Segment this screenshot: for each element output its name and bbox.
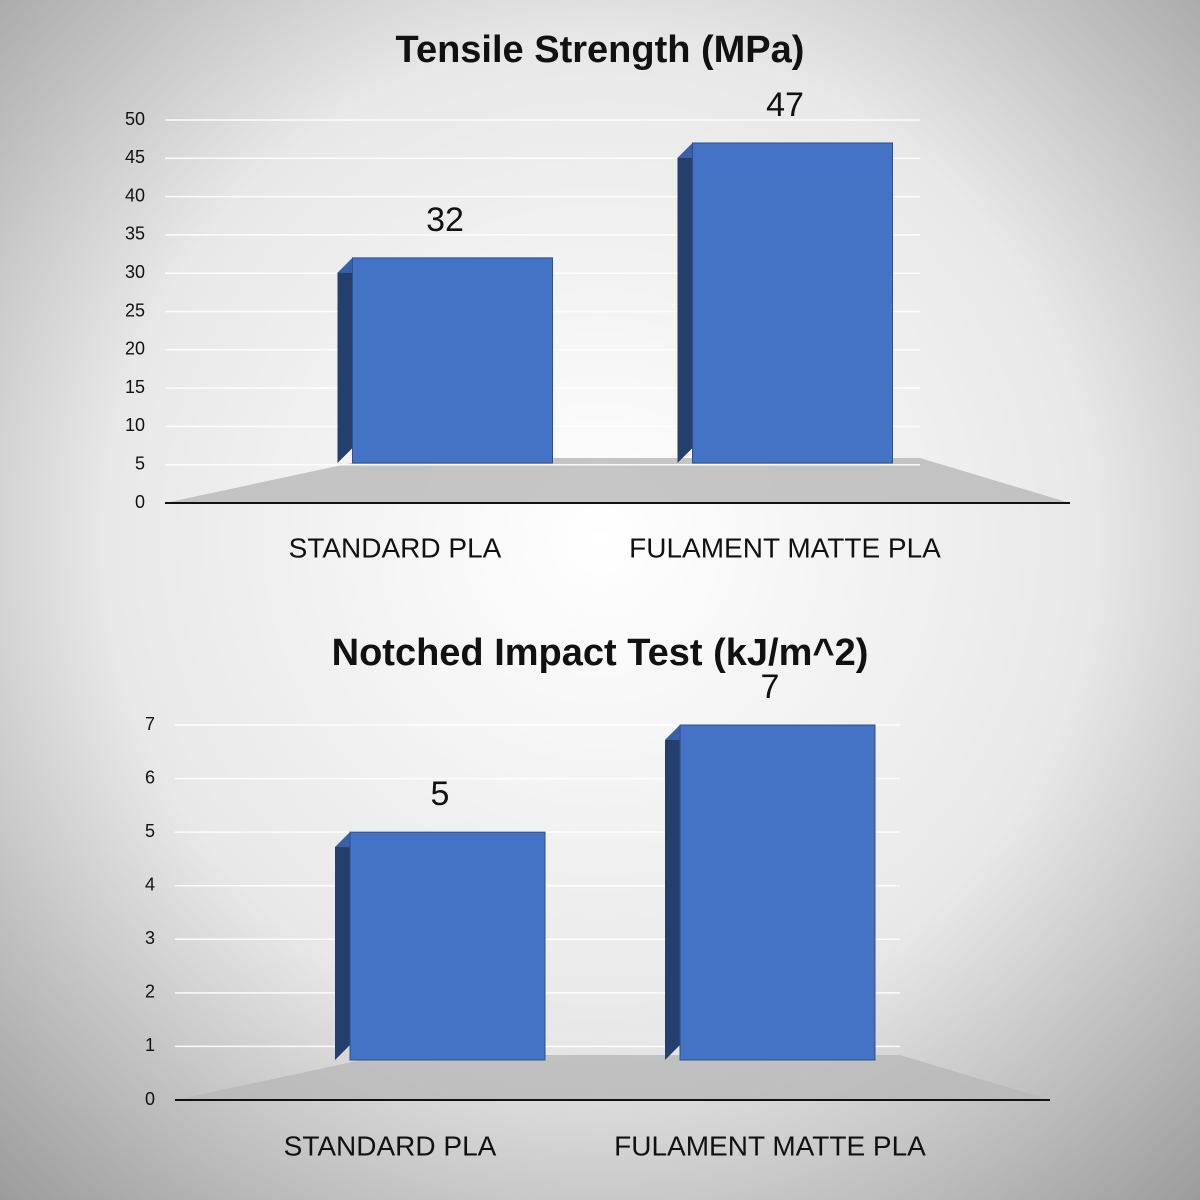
y-tick-label: 35 [125,224,145,244]
x-tick-label: FULAMENT MATTE PLA [614,1130,926,1161]
y-tick-label: 4 [145,874,155,894]
y-tick-label: 3 [145,928,155,948]
y-tick-label: 0 [135,492,145,512]
y-tick-label: 20 [125,339,145,359]
y-tick-label: 25 [125,300,145,320]
y-tick-label: 6 [145,767,155,787]
bar-side [337,257,353,463]
y-tick-label: 5 [135,453,145,473]
y-tick-label: 30 [125,262,145,282]
bar [349,831,546,1061]
x-tick-label: STANDARD PLA [289,532,502,563]
chart-title: Tensile Strength (MPa) [396,29,805,71]
data-label: 5 [431,775,450,813]
y-tick-label: 45 [125,147,145,167]
y-tick-label: 10 [125,415,145,435]
bar [692,142,893,464]
x-tick-label: FULAMENT MATTE PLA [629,532,941,563]
data-label: 7 [761,668,780,706]
x-tick-label: STANDARD PLA [284,1130,497,1161]
y-tick-label: 40 [125,185,145,205]
floor [175,1055,1050,1100]
data-label: 32 [426,201,464,239]
y-tick-label: 0 [145,1089,155,1109]
y-tick-label: 1 [145,1035,155,1055]
y-tick-label: 7 [145,714,155,734]
bar-side [665,725,680,1060]
bar-side [335,832,350,1060]
bar [352,257,553,464]
y-tick-label: 15 [125,377,145,397]
y-tick-label: 2 [145,982,155,1002]
floor [165,458,1070,503]
chart-title: Notched Impact Test (kJ/m^2) [332,632,869,674]
bar [679,724,876,1061]
y-tick-label: 5 [145,821,155,841]
bar-side [677,142,693,464]
y-tick-label: 50 [125,109,145,129]
data-label: 47 [766,86,804,124]
